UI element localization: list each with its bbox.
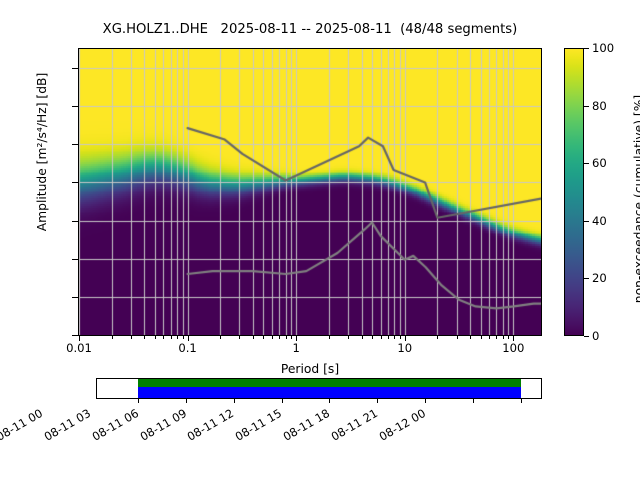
timeline-tick-mark	[521, 399, 523, 404]
x-tick-mark-minor	[496, 336, 498, 339]
segment-coverage-bar	[137, 387, 522, 398]
x-tick-mark-minor	[182, 336, 184, 339]
timeline-tick-mark	[281, 399, 283, 404]
x-tick-mark-minor	[399, 336, 401, 339]
x-tick-mark	[187, 336, 189, 341]
timeline-tick-mark	[137, 399, 139, 404]
x-axis-label: Period [s]	[280, 362, 340, 376]
page-title: XG.HOLZ1..DHE 2025-08-11 -- 2025-08-11 (…	[102, 22, 518, 37]
x-tick-mark-minor	[361, 336, 363, 339]
timeline-tick-mark	[233, 399, 235, 404]
colorbar-tick-mark	[584, 163, 590, 165]
data-coverage-bar	[137, 379, 522, 387]
x-tick-label: 0.1	[178, 341, 197, 355]
x-tick-mark-minor	[177, 336, 179, 339]
colorbar[interactable]	[564, 48, 584, 336]
timeline-tick-mark	[473, 399, 475, 404]
x-tick-mark-minor	[111, 336, 113, 339]
x-tick-mark-minor	[489, 336, 491, 339]
x-tick-mark-minor	[239, 336, 241, 339]
x-tick-mark	[79, 336, 80, 341]
y-tick-mark	[71, 258, 78, 260]
x-tick-mark-minor	[387, 336, 389, 339]
x-tick-mark-minor	[130, 336, 132, 339]
x-tick-mark-minor	[480, 336, 482, 339]
x-tick-mark-minor	[437, 336, 439, 339]
x-tick-label: 100	[502, 341, 525, 355]
x-tick-mark-minor	[470, 336, 472, 339]
x-tick-mark-minor	[394, 336, 396, 339]
timeline-tick-label: 08-11 06	[89, 406, 141, 444]
x-tick-mark-minor	[170, 336, 172, 339]
x-tick-mark-minor	[347, 336, 349, 339]
x-tick-mark-minor	[328, 336, 330, 339]
colorbar-tick-label: 60	[592, 156, 607, 171]
y-tick-mark	[71, 106, 78, 108]
y-axis-label: Amplitude [m²/s⁴/Hz] [dB]	[35, 72, 49, 232]
x-tick-mark-minor	[456, 336, 458, 339]
timeline-tick-label: 08-11 03	[41, 406, 93, 444]
x-tick-mark	[404, 336, 406, 341]
x-tick-mark-minor	[154, 336, 156, 339]
x-tick-mark	[513, 336, 515, 341]
x-tick-mark-minor	[252, 336, 254, 339]
x-tick-mark-minor	[291, 336, 293, 339]
x-tick-mark-minor	[144, 336, 146, 339]
x-tick-mark-minor	[220, 336, 222, 339]
x-tick-mark-minor	[285, 336, 287, 339]
colorbar-gradient	[565, 49, 583, 335]
ppsd-plot-area[interactable]	[78, 48, 542, 336]
x-tick-mark-minor	[372, 336, 374, 339]
colorbar-tick-label: 80	[592, 98, 607, 113]
colorbar-tick-mark	[584, 105, 590, 107]
colorbar-tick-mark	[584, 220, 590, 222]
y-tick-mark	[71, 68, 78, 70]
y-tick-mark	[71, 182, 78, 184]
x-tick-label: 1	[292, 341, 300, 355]
timeline-tick-mark	[425, 399, 427, 404]
x-tick-mark-minor	[163, 336, 165, 339]
timeline-tick-mark	[185, 399, 187, 404]
colorbar-tick-mark	[584, 48, 590, 49]
x-tick-mark	[296, 336, 298, 341]
timeline-tick-mark	[329, 399, 331, 404]
colorbar-tick-mark	[584, 278, 590, 280]
timeline-tick-label: 08-12 00	[376, 406, 429, 444]
y-tick-mark	[71, 220, 78, 222]
colorbar-tick-label: 40	[592, 213, 607, 228]
x-tick-mark-minor	[502, 336, 504, 339]
colorbar-tick-label: 100	[592, 41, 615, 55]
data-coverage-timeline[interactable]	[96, 378, 542, 399]
x-tick-mark-minor	[508, 336, 510, 339]
timeline-tick-mark	[377, 399, 379, 404]
ppsd-histogram-canvas	[79, 49, 541, 335]
y-tick-mark	[71, 335, 78, 336]
colorbar-tick-label: 20	[592, 271, 607, 286]
y-tick-mark	[71, 296, 78, 298]
x-tick-mark-minor	[272, 336, 274, 339]
y-tick-mark	[71, 144, 78, 146]
x-tick-label: 10	[397, 341, 413, 355]
colorbar-tick-mark	[584, 336, 590, 337]
colorbar-label: non-exceedance (cumulative) [%]	[632, 94, 640, 304]
x-tick-mark-minor	[279, 336, 281, 339]
x-tick-mark-minor	[263, 336, 265, 339]
x-tick-mark-minor	[380, 336, 382, 339]
colorbar-tick-label: 0	[592, 329, 600, 343]
x-tick-label: 0.01	[66, 341, 92, 355]
